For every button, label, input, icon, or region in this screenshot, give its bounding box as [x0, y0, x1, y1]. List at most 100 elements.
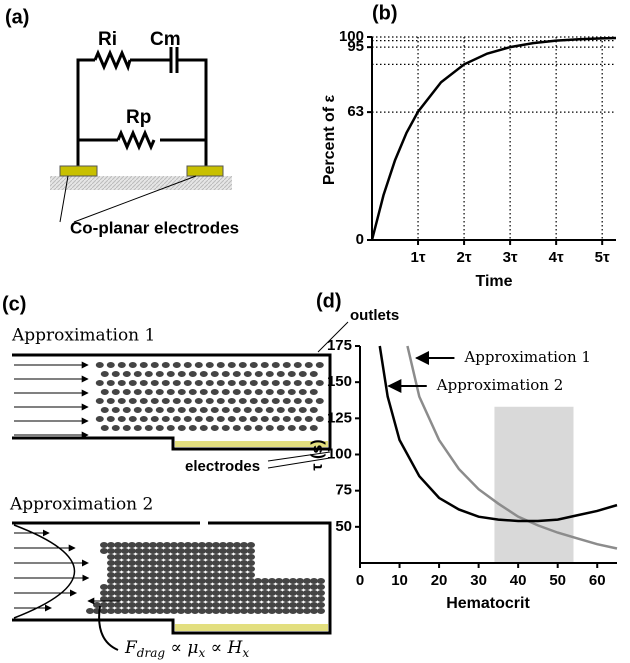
particle — [289, 584, 297, 590]
particle — [268, 596, 276, 602]
particle — [289, 596, 297, 602]
particle — [212, 560, 220, 566]
particle — [142, 596, 150, 602]
particle — [111, 407, 120, 413]
particle — [276, 389, 285, 395]
particle — [198, 560, 206, 566]
particle — [282, 584, 290, 590]
particle — [191, 566, 199, 572]
particle — [247, 548, 255, 554]
particle — [233, 602, 241, 608]
particle — [121, 596, 129, 602]
particle — [191, 554, 199, 560]
particle — [156, 584, 164, 590]
particle — [106, 398, 115, 404]
y-axis-label: Percent of ε — [321, 94, 338, 185]
particle — [194, 362, 203, 368]
y-tick-label: 75 — [335, 482, 352, 499]
particle — [142, 608, 150, 614]
particle — [296, 596, 304, 602]
leader-line — [98, 605, 119, 651]
particle — [128, 584, 136, 590]
particle — [254, 389, 263, 395]
particle — [205, 554, 213, 560]
particle — [133, 425, 142, 431]
particle — [142, 572, 150, 578]
particle — [247, 608, 255, 614]
particle — [177, 572, 185, 578]
particle — [128, 554, 136, 560]
particle — [219, 548, 227, 554]
particle — [212, 542, 220, 548]
leader-line — [267, 451, 331, 469]
particle — [183, 362, 192, 368]
particle — [296, 590, 304, 596]
particle — [156, 602, 164, 608]
particle — [128, 380, 137, 386]
particle — [184, 572, 192, 578]
particle — [177, 578, 185, 584]
y-tick-label: 95 — [347, 38, 364, 55]
particle — [226, 596, 234, 602]
particle — [282, 416, 291, 422]
particle — [183, 398, 192, 404]
particle — [261, 608, 269, 614]
particle — [163, 584, 171, 590]
particle — [304, 362, 313, 368]
particle — [177, 554, 185, 560]
particle — [172, 362, 181, 368]
particle — [149, 590, 157, 596]
particle — [240, 572, 248, 578]
label: outlets — [350, 307, 399, 324]
y-tick-label: 50 — [335, 518, 352, 535]
particle — [212, 590, 220, 596]
particle — [135, 590, 143, 596]
shaded-region — [494, 406, 574, 563]
particle — [122, 425, 131, 431]
particle — [106, 416, 115, 422]
particle — [142, 602, 150, 608]
particle — [212, 602, 220, 608]
y-tick-label: 100 — [327, 445, 352, 462]
particle — [149, 596, 157, 602]
particle — [155, 407, 164, 413]
particle — [276, 425, 285, 431]
particle — [184, 596, 192, 602]
particle — [156, 560, 164, 566]
particle — [275, 578, 283, 584]
y-axis-label: τ (s) — [309, 439, 326, 470]
particle — [298, 425, 307, 431]
substrate — [50, 176, 232, 190]
particle — [240, 566, 248, 572]
particle — [139, 416, 148, 422]
particle — [205, 608, 213, 614]
particle — [107, 560, 115, 566]
particle — [163, 578, 171, 584]
particle — [100, 548, 108, 554]
particle — [309, 407, 318, 413]
particle — [163, 596, 171, 602]
particle — [184, 560, 192, 566]
particle — [114, 572, 122, 578]
particle — [254, 590, 262, 596]
particle — [149, 572, 157, 578]
particle — [310, 602, 318, 608]
x-tick-label: 5τ — [595, 249, 610, 266]
particle — [149, 548, 157, 554]
particle — [121, 572, 129, 578]
particle — [212, 596, 220, 602]
particle — [144, 407, 153, 413]
particle — [317, 590, 325, 596]
particle — [100, 542, 108, 548]
particle — [121, 578, 129, 584]
particle — [243, 371, 252, 377]
particle — [149, 602, 157, 608]
particle — [240, 548, 248, 554]
particle — [205, 548, 213, 554]
particle — [282, 608, 290, 614]
particle — [254, 602, 262, 608]
particle — [163, 554, 171, 560]
particle — [238, 416, 247, 422]
particle — [150, 416, 159, 422]
